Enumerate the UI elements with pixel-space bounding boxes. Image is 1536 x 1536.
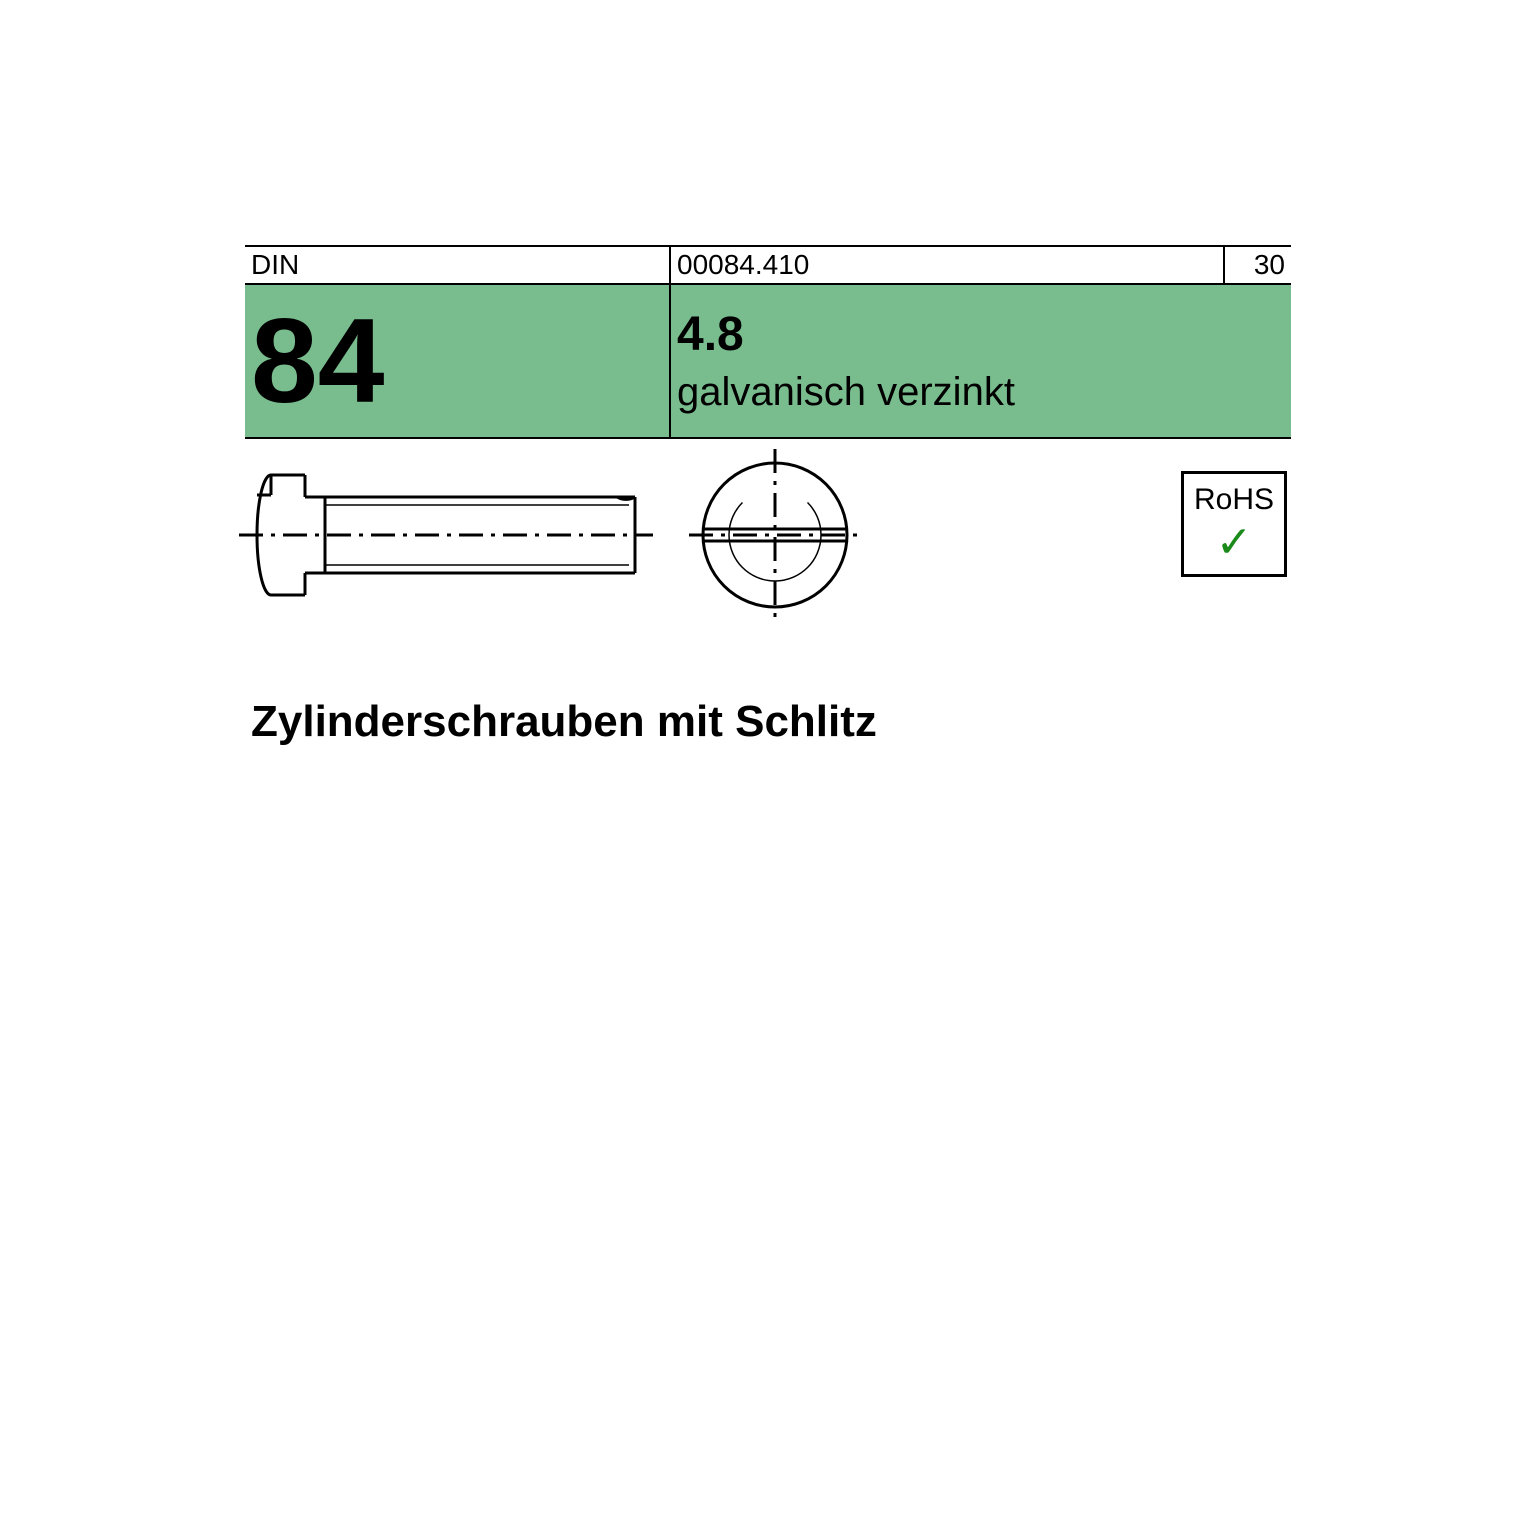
rohs-badge: RoHS ✓ — [1181, 471, 1287, 577]
material-grade: 4.8 — [677, 307, 1291, 362]
diagram-area: RoHS ✓ — [245, 455, 1291, 675]
standard-row: 84 4.8 galvanisch verzinkt — [245, 285, 1291, 437]
product-title: Zylinderschrauben mit Schlitz — [251, 697, 877, 747]
header-code: 00084.410 — [671, 247, 1225, 283]
screw-diagram — [245, 455, 1145, 675]
coating: galvanisch verzinkt — [677, 370, 1291, 415]
rohs-check-icon: ✓ — [1216, 521, 1253, 565]
header-row: DIN 00084.410 30 — [245, 245, 1291, 285]
product-card: DIN 00084.410 30 84 4.8 galvanisch verzi… — [245, 245, 1291, 1291]
header-standard: DIN — [245, 247, 671, 283]
divider — [245, 437, 1291, 439]
rohs-label: RoHS — [1194, 483, 1274, 517]
standard-number: 84 — [251, 301, 669, 421]
header-qty: 30 — [1225, 247, 1291, 283]
